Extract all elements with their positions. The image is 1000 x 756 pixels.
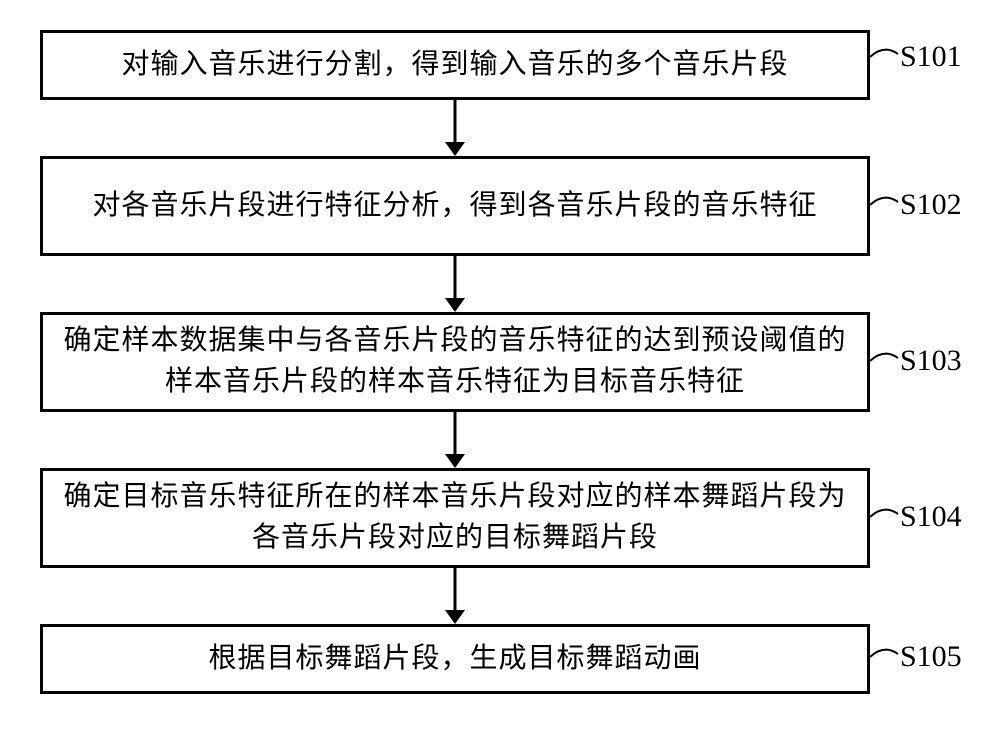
label-connector (870, 346, 904, 376)
arrow-down (435, 568, 475, 624)
step-label-s101: S101 (900, 40, 962, 74)
step-text: 确定目标音乐特征所在的样本音乐片段对应的样本舞蹈片段为各音乐片段对应的目标舞蹈片… (59, 477, 851, 558)
label-connector (870, 42, 904, 72)
step-label-s104: S104 (900, 500, 962, 534)
arrow-down (435, 256, 475, 312)
step-label-s102: S102 (900, 188, 962, 222)
step-box-s101: 对输入音乐进行分割，得到输入音乐的多个音乐片段 (40, 30, 870, 100)
arrow-down (435, 412, 475, 468)
step-label-s105: S105 (900, 640, 962, 674)
label-connector (870, 190, 904, 220)
step-box-s104: 确定目标音乐特征所在的样本音乐片段对应的样本舞蹈片段为各音乐片段对应的目标舞蹈片… (40, 468, 870, 568)
step-text: 对输入音乐进行分割，得到输入音乐的多个音乐片段 (121, 45, 788, 86)
arrow-down (435, 100, 475, 156)
label-connector (870, 642, 904, 672)
step-text: 对各音乐片段进行特征分析，得到各音乐片段的音乐特征 (92, 186, 817, 227)
step-text: 确定样本数据集中与各音乐片段的音乐特征的达到预设阈值的样本音乐片段的样本音乐特征… (59, 321, 851, 402)
step-box-s102: 对各音乐片段进行特征分析，得到各音乐片段的音乐特征 (40, 156, 870, 256)
step-box-s105: 根据目标舞蹈片段，生成目标舞蹈动画 (40, 624, 870, 694)
step-box-s103: 确定样本数据集中与各音乐片段的音乐特征的达到预设阈值的样本音乐片段的样本音乐特征… (40, 312, 870, 412)
label-connector (870, 502, 904, 532)
step-text: 根据目标舞蹈片段，生成目标舞蹈动画 (208, 639, 701, 680)
flowchart-canvas: 对输入音乐进行分割，得到输入音乐的多个音乐片段 S101 对各音乐片段进行特征分析，… (0, 0, 1000, 756)
step-label-s103: S103 (900, 344, 962, 378)
